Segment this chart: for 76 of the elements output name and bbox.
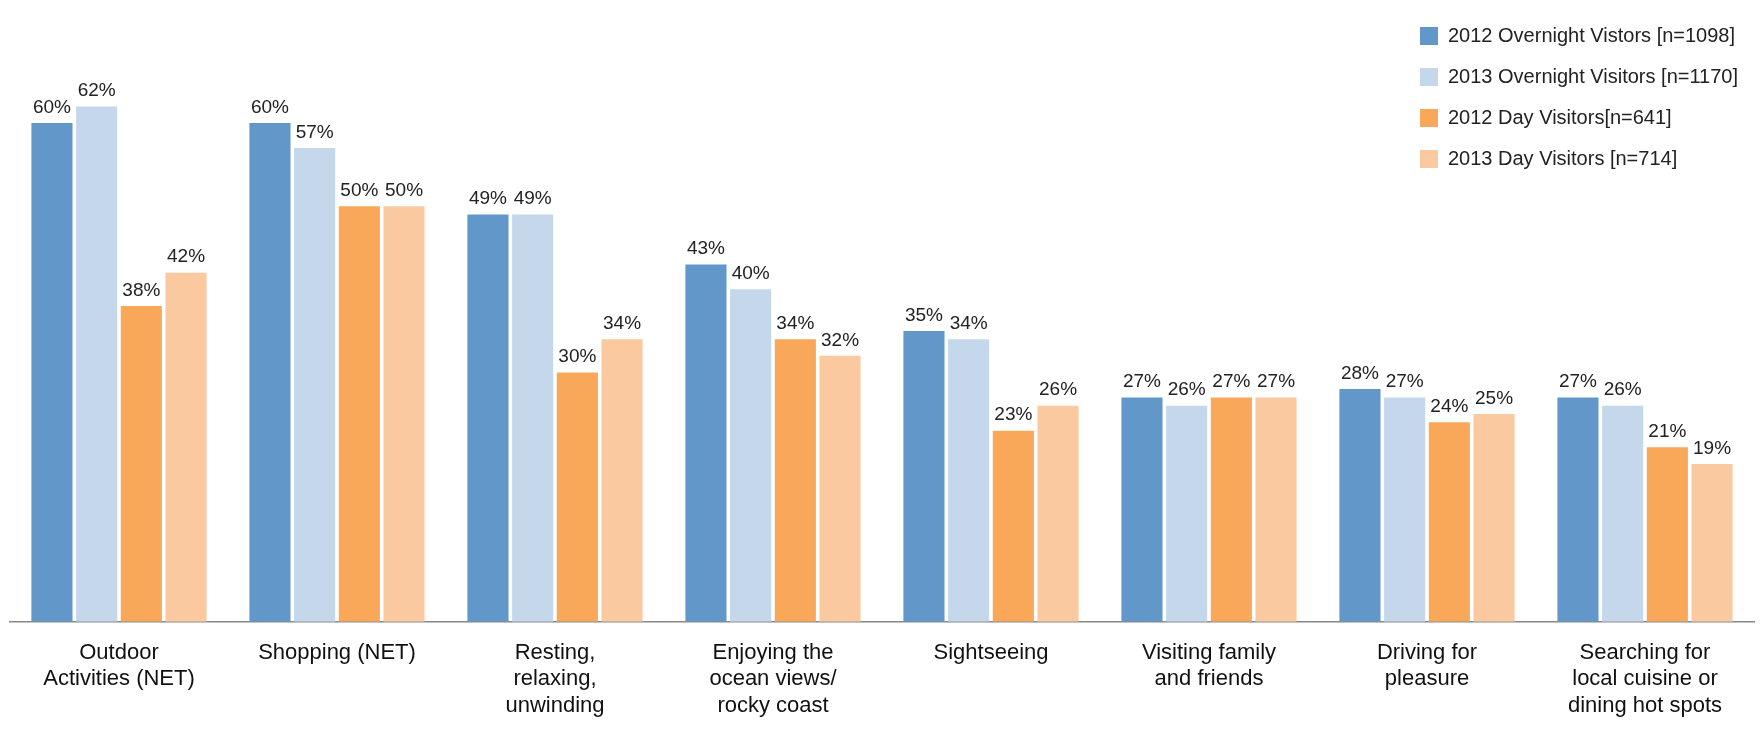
bar bbox=[1602, 405, 1644, 622]
legend-label: 2013 Overnight Visitors [n=1170] bbox=[1448, 64, 1738, 87]
x-tick-label: Outdoor Activities (NET) bbox=[43, 639, 195, 691]
bar bbox=[948, 339, 990, 622]
data-label: 27% bbox=[1122, 370, 1162, 392]
bar bbox=[685, 264, 727, 622]
data-label: 28% bbox=[1340, 361, 1380, 383]
data-label: 49% bbox=[513, 187, 552, 209]
data-label: 34% bbox=[949, 311, 988, 333]
data-label: 34% bbox=[776, 311, 815, 333]
legend-label: 2013 Day Visitors [n=714] bbox=[1448, 146, 1678, 169]
data-label: 25% bbox=[1475, 386, 1514, 408]
data-label: 21% bbox=[1648, 419, 1687, 441]
data-label: 24% bbox=[1430, 395, 1469, 417]
bar bbox=[774, 339, 816, 622]
bar bbox=[1557, 397, 1599, 622]
data-label: 27% bbox=[1212, 370, 1251, 392]
bar bbox=[903, 330, 945, 622]
x-tick-label: Resting, relaxing, unwinding bbox=[505, 639, 605, 717]
data-label: 42% bbox=[167, 245, 206, 267]
x-tick-label: Visiting family and friends bbox=[1141, 639, 1277, 691]
bar bbox=[601, 339, 643, 622]
data-label: 60% bbox=[32, 95, 72, 117]
bar bbox=[338, 206, 380, 622]
data-label: 26% bbox=[1167, 378, 1206, 400]
bar bbox=[249, 123, 291, 622]
data-label: 49% bbox=[468, 187, 508, 209]
bar bbox=[730, 289, 772, 622]
data-label: 50% bbox=[385, 178, 424, 200]
bar bbox=[1384, 397, 1426, 622]
bar bbox=[1428, 422, 1470, 622]
bar bbox=[1210, 397, 1252, 622]
data-label: 27% bbox=[1385, 370, 1424, 392]
data-label: 30% bbox=[558, 345, 597, 367]
bar bbox=[819, 355, 861, 622]
data-label: 35% bbox=[904, 303, 944, 325]
bar bbox=[294, 148, 336, 622]
data-label: 40% bbox=[731, 262, 770, 284]
bar bbox=[1691, 463, 1733, 622]
data-label: 23% bbox=[994, 403, 1033, 425]
data-label: 57% bbox=[295, 120, 334, 142]
bar bbox=[512, 214, 554, 622]
data-label: 26% bbox=[1039, 378, 1078, 400]
bar bbox=[1646, 447, 1688, 622]
x-tick-label: Sightseeing bbox=[933, 639, 1049, 665]
data-label: 26% bbox=[1603, 378, 1642, 400]
bar bbox=[467, 214, 509, 622]
data-label: 60% bbox=[250, 95, 290, 117]
bar bbox=[76, 106, 118, 622]
data-label: 19% bbox=[1693, 436, 1732, 458]
data-label: 43% bbox=[686, 237, 726, 259]
bar bbox=[31, 123, 73, 622]
data-label: 34% bbox=[603, 311, 642, 333]
bar bbox=[556, 372, 598, 622]
x-tick-label: Shopping (NET) bbox=[258, 639, 416, 665]
x-tick-label: Driving for pleasure bbox=[1376, 639, 1478, 691]
data-label: 38% bbox=[122, 278, 161, 300]
bar bbox=[1121, 397, 1163, 622]
bar bbox=[383, 206, 425, 622]
x-tick-label: Enjoying the ocean views/ rocky coast bbox=[709, 639, 838, 717]
bar bbox=[1255, 397, 1297, 622]
data-label: 50% bbox=[340, 178, 379, 200]
legend-label: 2012 Overnight Vistors [n=1098] bbox=[1448, 23, 1736, 46]
bar bbox=[1473, 414, 1515, 622]
data-label: 32% bbox=[821, 328, 860, 350]
bar bbox=[992, 430, 1034, 622]
data-label: 62% bbox=[77, 79, 116, 101]
bar bbox=[1339, 389, 1381, 622]
bar bbox=[120, 305, 162, 622]
legend-label: 2012 Day Visitors[n=641] bbox=[1448, 105, 1672, 128]
data-label: 27% bbox=[1257, 370, 1296, 392]
bar bbox=[1037, 405, 1079, 622]
data-label: 27% bbox=[1558, 370, 1598, 392]
bar bbox=[1166, 405, 1208, 622]
x-tick-label: Searching for local cuisine or dining hot spots bbox=[1567, 639, 1723, 717]
bar bbox=[165, 272, 207, 622]
